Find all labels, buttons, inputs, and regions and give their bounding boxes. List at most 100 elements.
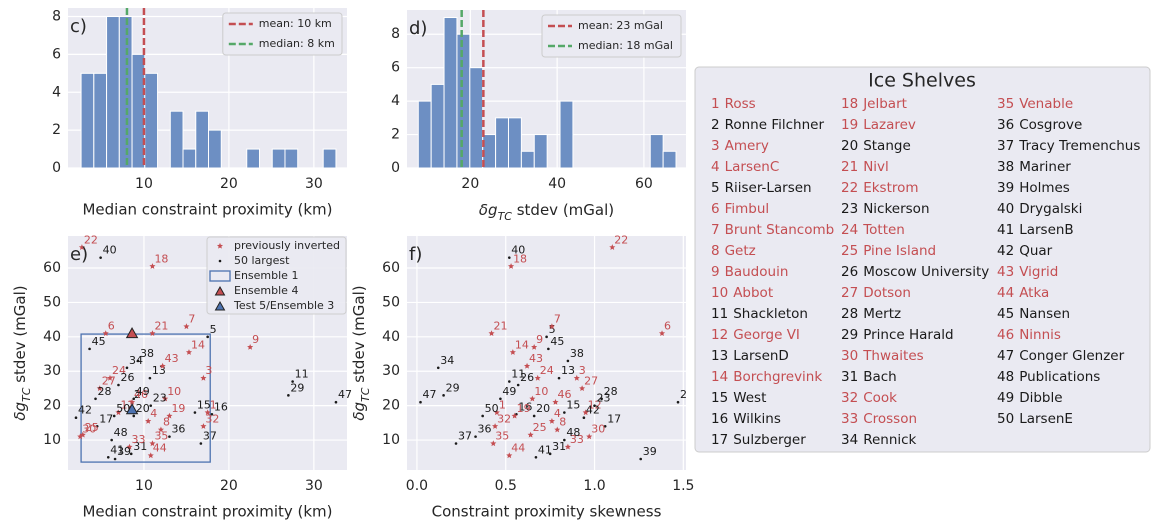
legend-marker — [214, 300, 226, 311]
y-axis-label: δgTC stdev (mGal) — [11, 285, 33, 420]
point-label: 34 — [129, 354, 143, 367]
y-axis-label-part: TC — [20, 387, 33, 402]
point-label: 1 — [210, 399, 217, 412]
panel — [407, 236, 686, 470]
bar — [559, 100, 574, 169]
point — [200, 423, 207, 429]
shelf-id: 13 — [711, 348, 728, 364]
point — [78, 244, 85, 250]
bar — [169, 110, 184, 169]
legend-label: Ensemble 1 — [234, 269, 298, 282]
point-label: 29 — [290, 381, 304, 394]
point-label: 14 — [191, 338, 205, 351]
bar — [246, 148, 260, 169]
shelf-entry: 25 Pine Island — [841, 243, 936, 259]
shelf-entry: 36 Cosgrove — [997, 117, 1082, 133]
point-label: 8 — [163, 416, 170, 429]
point — [436, 366, 440, 370]
x-tick-label: 30 — [305, 176, 323, 192]
point — [291, 380, 294, 383]
shelf-entry: 42 Quar — [997, 243, 1053, 259]
shelf-id: 24 — [841, 222, 858, 238]
shelf-id: 3 — [711, 138, 720, 154]
legend-label: Test 5/Ensemble 3 — [233, 299, 334, 312]
shelf-id: 46 — [997, 327, 1014, 343]
point — [193, 411, 197, 414]
shelf-entry: 45 Nansen — [997, 306, 1070, 322]
point-label: 8 — [559, 416, 566, 429]
shelf-entry: 18 Jelbart — [841, 96, 907, 112]
shelf-name: Publications — [1019, 369, 1100, 385]
shelf-name: Borchgrevink — [733, 369, 822, 385]
point-label: 4 — [150, 407, 157, 420]
point-label: 48 — [566, 426, 580, 439]
point — [509, 349, 516, 355]
bar — [456, 33, 471, 169]
shelf-entry: 50 LarsenE — [997, 411, 1073, 427]
point-label: 37 — [458, 430, 472, 443]
point-label: 32 — [205, 412, 219, 425]
shelf-name: Rennick — [863, 432, 916, 448]
point-label: 40 — [511, 244, 525, 257]
point-label: 20 — [536, 402, 550, 415]
x-axis-label-part: δg — [479, 201, 498, 219]
point — [185, 349, 193, 355]
point — [419, 400, 422, 404]
shelf-entry: 48 Publications — [997, 369, 1100, 385]
point — [159, 362, 166, 369]
legend-label: previously inverted — [234, 239, 340, 252]
point-label: 27 — [584, 374, 598, 387]
y-tick-label: 4 — [391, 93, 400, 109]
bar — [195, 110, 210, 169]
point-label: 2 — [134, 388, 141, 401]
shelf-id: 34 — [841, 432, 858, 448]
point — [454, 442, 458, 445]
y-tick-label: 6 — [391, 60, 400, 76]
point-label: 28 — [604, 385, 618, 398]
shelf-id: 37 — [997, 138, 1014, 154]
point — [149, 440, 156, 447]
y-tick-label: 40 — [43, 329, 61, 345]
point-label: 36 — [478, 423, 492, 436]
shelf-entry: 15 West — [711, 390, 766, 406]
x-tick-label: 20 — [220, 478, 238, 494]
shelf-name: Totten — [862, 222, 905, 238]
shelf-id: 14 — [711, 369, 728, 385]
shelf-name: Prince Harald — [863, 327, 953, 343]
point-label: 2 — [680, 388, 687, 401]
shelf-name: Bach — [863, 369, 897, 385]
point — [149, 404, 153, 407]
point — [552, 399, 559, 405]
point-label: 16 — [214, 400, 228, 413]
point-label: 5 — [549, 323, 556, 336]
shelf-entry: 31 Bach — [841, 369, 897, 385]
shelf-entry: 38 Mariner — [997, 159, 1071, 175]
shelf-entry: 41 LarsenB — [997, 222, 1074, 238]
point-label: 5 — [210, 323, 217, 336]
shelf-name: Stange — [863, 138, 911, 154]
point-label: 11 — [295, 368, 309, 381]
shelf-entry: 32 Cook — [841, 390, 897, 406]
point-label: 31 — [552, 440, 566, 453]
shelf-entry: 11 Shackleton — [711, 306, 808, 322]
y-tick-label: 8 — [52, 9, 61, 25]
panel-label: c) — [70, 16, 87, 37]
legend-label: median: 18 mGal — [578, 39, 673, 52]
shelf-name: Venable — [1019, 96, 1073, 112]
shelf-name: Pine Island — [863, 243, 936, 259]
point-label: 17 — [99, 412, 113, 425]
point — [658, 330, 666, 336]
x-axis-label: δgTC stdev (mGal) — [479, 201, 614, 223]
legend-box — [541, 14, 682, 58]
y-tick-label: 60 — [382, 260, 400, 276]
shelf-entry: 6 Fimbul — [711, 201, 769, 217]
point-label: 26 — [120, 371, 134, 384]
point-label: 37 — [203, 430, 217, 443]
legend-marker — [216, 242, 224, 249]
point — [112, 414, 116, 418]
point — [493, 409, 500, 416]
point — [531, 343, 538, 350]
shelf-entry: 19 Lazarev — [841, 117, 916, 133]
point-label: 43 — [165, 352, 179, 365]
